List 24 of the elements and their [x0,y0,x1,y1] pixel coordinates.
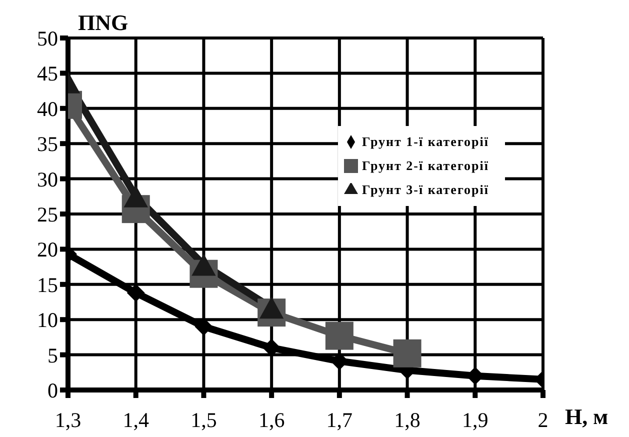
x-tick-label: 2 [538,408,548,432]
y-tick-label: 30 [37,167,58,192]
y-tick-label: 40 [37,96,58,121]
y-tick-label: 45 [37,62,58,86]
x-tick-label: 1,3 [54,408,82,432]
y-tick-label: 10 [37,308,58,332]
x-tick-label: 1,4 [122,408,150,432]
legend-label: Грунт 1-ї категорії [362,134,489,149]
legend-label: Грунт 2-ї категорії [362,158,489,173]
x-tick-label: 1,5 [190,408,217,432]
x-tick-label: 1,9 [462,408,488,432]
y-tick-label: 35 [37,132,58,156]
x-tick-label: 1,7 [326,408,353,432]
x-axis-title: Н, м [565,404,608,429]
y-tick-label: 50 [37,26,58,50]
y-tick-label: 5 [48,343,58,368]
y-tick-label: 0 [48,378,58,402]
y-tick-label: 15 [37,272,58,297]
y-tick-label: 25 [37,202,58,226]
x-tick-label: 1,6 [258,408,285,432]
legend-label: Грунт 3-ї категорії [362,182,489,197]
x-tick-label: 1,8 [394,408,420,432]
y-axis-title: ПNG [78,10,128,36]
y-tick-label: 20 [37,238,58,262]
